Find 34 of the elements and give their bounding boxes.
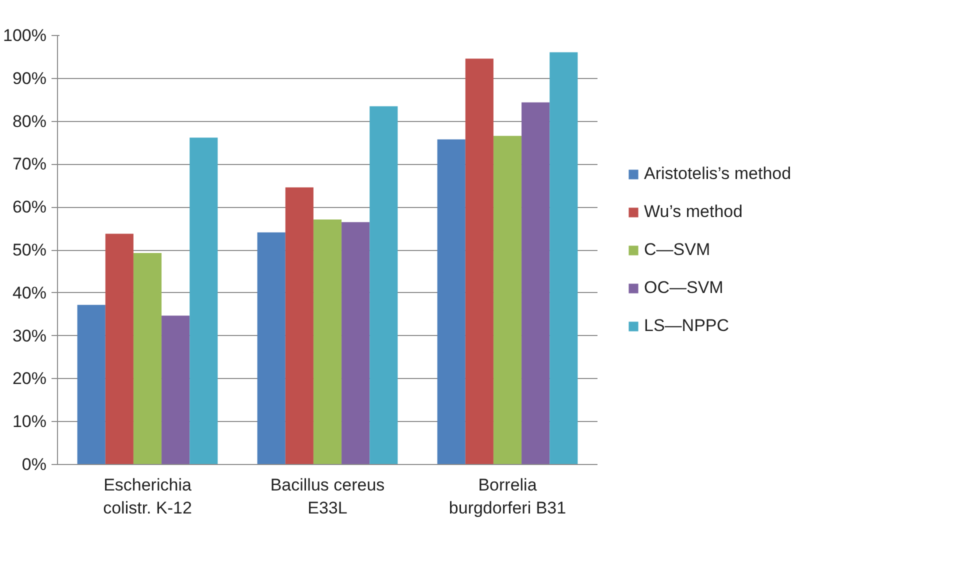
legend-label: C—SVM — [644, 240, 710, 260]
bar — [105, 234, 134, 464]
bar — [257, 232, 286, 464]
y-tick-label: 10% — [12, 412, 47, 432]
bar — [77, 304, 106, 464]
bar — [522, 102, 550, 464]
bar — [550, 52, 578, 464]
bar — [342, 222, 370, 464]
y-tick-label: 90% — [12, 68, 47, 88]
y-tick-label: 80% — [12, 112, 47, 131]
legend-label: OC—SVM — [644, 278, 724, 298]
y-tick-label: 40% — [12, 283, 47, 302]
legend-label: Wu’s method — [644, 202, 743, 222]
bar — [370, 106, 398, 464]
bar — [190, 138, 218, 464]
y-tick-label: 60% — [12, 198, 47, 217]
y-tick-label: 100% — [3, 26, 47, 45]
y-tick-label: 30% — [12, 326, 47, 346]
bar — [313, 220, 342, 464]
bar — [133, 253, 162, 464]
y-tick-label: 50% — [12, 240, 47, 260]
y-tick-label: 70% — [12, 154, 47, 174]
bar — [465, 58, 494, 464]
legend-label: LS—NPPC — [644, 316, 730, 336]
bar — [437, 139, 466, 464]
bar — [493, 136, 522, 464]
x-tick-label: Bacillus cereus E33L — [270, 476, 385, 518]
x-tick-label: Escherichia colistr. K-12 — [103, 476, 192, 518]
x-tick-label: Borrelia burgdorferi B31 — [448, 476, 566, 518]
bar — [285, 187, 314, 464]
y-tick-label: 0% — [22, 455, 47, 474]
legend-label: Aristotelis’s method — [644, 164, 792, 184]
y-tick-label: 20% — [12, 369, 47, 388]
bar — [162, 316, 190, 464]
